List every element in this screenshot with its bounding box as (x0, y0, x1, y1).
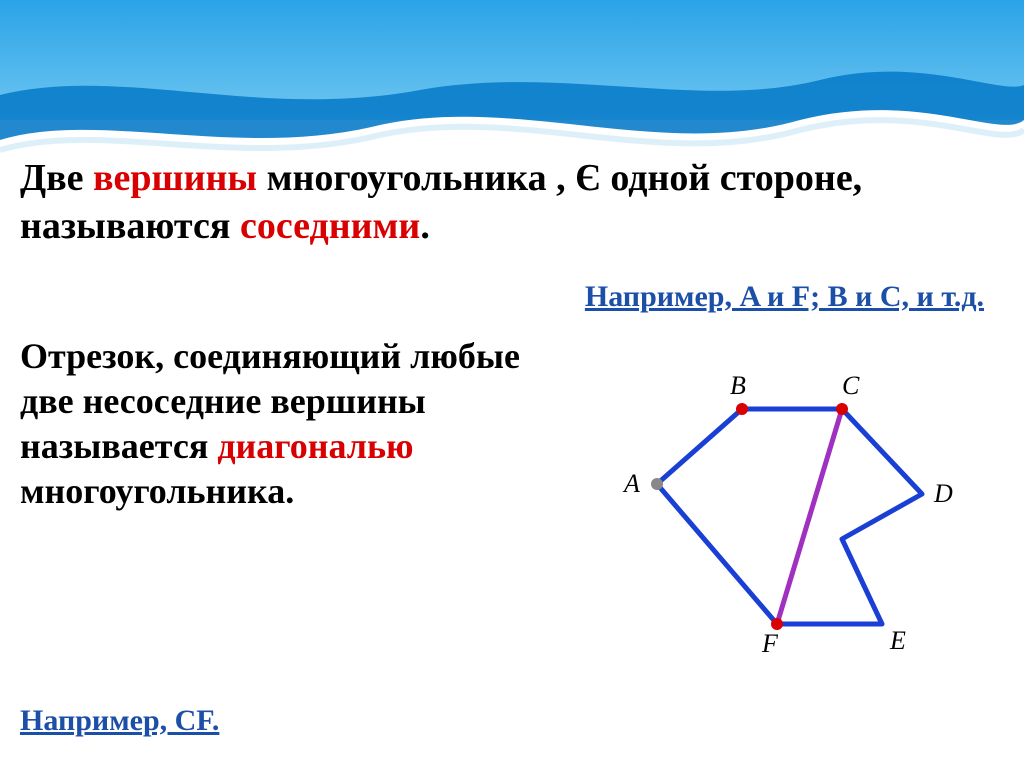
definition-diagonal: Отрезок, соединяющий любые две несоседни… (20, 334, 560, 514)
example-adjacent: Например, A и F; B и C, и т.д. (0, 250, 1024, 314)
polygon-outline (657, 409, 922, 624)
vertex-label-c: C (842, 371, 860, 400)
heading: Две вершины многоугольника , Є одной сто… (0, 155, 1024, 250)
body-em1: диагональю (217, 426, 413, 466)
heading-part3: . (420, 205, 430, 247)
polygon-diagram: A B C D E F (582, 334, 982, 674)
vertex-dot-a (651, 478, 663, 490)
vertex-label-f: F (761, 629, 779, 658)
vertex-dot-b (736, 403, 748, 415)
heading-em1: вершины (93, 157, 257, 199)
vertex-label-b: B (730, 371, 746, 400)
vertex-dot-c (836, 403, 848, 415)
body-part2: многоугольника. (20, 471, 294, 511)
vertex-label-e: E (889, 626, 906, 655)
vertex-label-a: A (622, 469, 640, 498)
example-diagonal: Например, CF. (0, 674, 1024, 738)
diagonal-cf (777, 409, 842, 624)
vertex-label-d: D (933, 479, 953, 508)
heading-em2: соседними (240, 205, 420, 247)
heading-part1: Две (20, 157, 93, 199)
